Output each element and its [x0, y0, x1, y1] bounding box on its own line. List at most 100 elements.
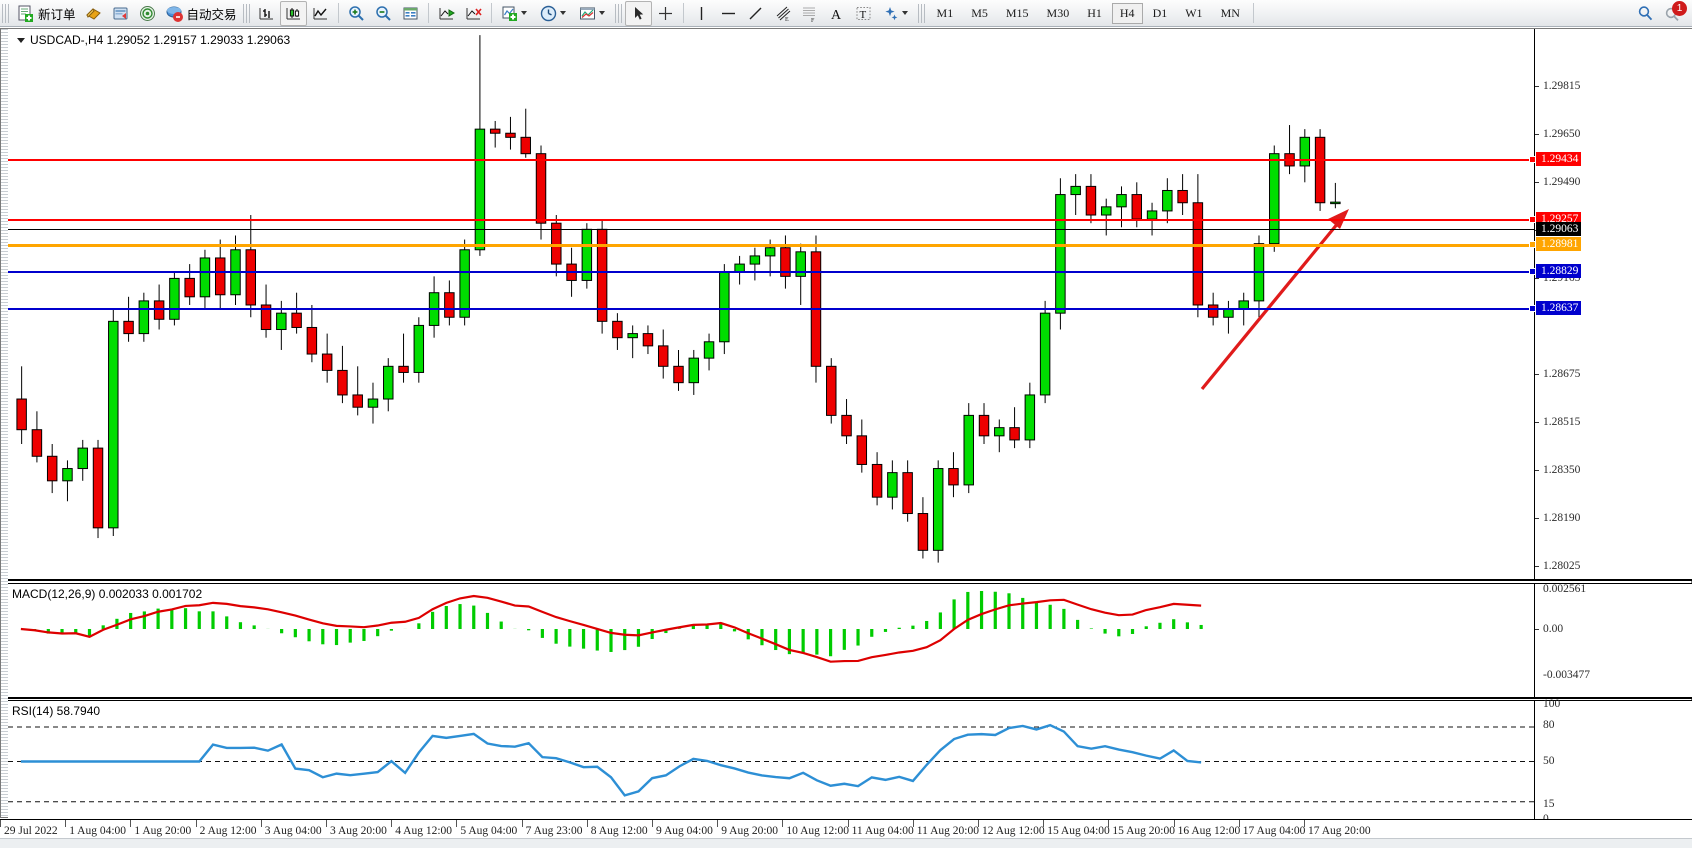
period-caret-icon[interactable] [559, 11, 566, 15]
price-label-support-1[interactable]: 1.28829 [1536, 264, 1582, 278]
data-window-button[interactable] [397, 1, 424, 26]
trendline-button[interactable] [742, 1, 769, 26]
line-chart-button[interactable] [307, 1, 334, 26]
terminal-button[interactable] [107, 1, 134, 26]
toolbar-grip-2[interactable] [242, 3, 250, 23]
crosshair-button[interactable] [652, 1, 679, 26]
time-tick [521, 820, 523, 827]
price-pane[interactable]: USDCAD-,H4 1.29052 1.29157 1.29033 1.290… [8, 29, 1692, 812]
timeframe-mn[interactable]: MN [1220, 5, 1240, 20]
vertical-line-button[interactable] [688, 1, 715, 26]
add-indicator-icon [500, 4, 519, 23]
new-order-button[interactable]: 新订单 [12, 1, 80, 26]
level-handle-resistance-2[interactable] [1529, 156, 1536, 163]
candlestick-chart-icon [284, 4, 303, 23]
level-handle-resistance-1[interactable] [1529, 216, 1536, 223]
level-line-support-1[interactable] [8, 271, 1534, 273]
text-label-icon: T [854, 4, 873, 23]
indicators-button[interactable] [80, 1, 107, 26]
zoom-out-icon [374, 4, 393, 23]
templates-button[interactable] [574, 1, 613, 26]
chart-symbol-text: USDCAD-,H4 1.29052 1.29157 1.29033 1.290… [30, 33, 291, 47]
macd-title: MACD(12,26,9) 0.002033 0.001702 [12, 587, 203, 601]
time-tick [1108, 820, 1110, 827]
objects-button[interactable] [877, 1, 916, 26]
macd-plot [20, 591, 1203, 663]
objects-icon [881, 4, 900, 23]
timeframe-h4[interactable]: H4 [1111, 2, 1143, 24]
timeframe-m1[interactable]: M1 [936, 5, 954, 20]
candlestick-chart-button[interactable] [279, 0, 307, 26]
macd-pane[interactable]: MACD(12,26,9) 0.002033 0.001702 0.002561… [8, 583, 1692, 699]
search-button[interactable] [1632, 1, 1659, 26]
toolbar-grip-4[interactable] [917, 3, 925, 23]
price-label-support-2[interactable]: 1.28637 [1536, 301, 1582, 315]
level-line-resistance-2[interactable] [8, 159, 1534, 161]
level-line-resistance-1[interactable] [8, 219, 1534, 221]
alert-badge: 1 [1672, 0, 1687, 16]
time-label: 5 Aug 04:00 [460, 825, 518, 837]
zoom-in-button[interactable] [343, 1, 370, 26]
timeframe-m30[interactable]: M30 [1046, 5, 1070, 20]
svg-text:E: E [785, 17, 789, 23]
text-label-button[interactable]: T [850, 1, 877, 26]
fibonacci-icon: F [800, 4, 819, 23]
bar-chart-button[interactable] [253, 1, 280, 26]
auto-trading-label: 自动交易 [186, 6, 237, 22]
objects-caret-icon[interactable] [901, 11, 908, 15]
text-icon: A [827, 4, 846, 23]
timeframe-h1[interactable]: H1 [1087, 5, 1102, 20]
vertical-line-icon [692, 4, 711, 23]
chart-left-grip[interactable] [1, 29, 8, 817]
timeframe-w1[interactable]: W1 [1185, 5, 1203, 20]
chart-shift-button[interactable] [433, 1, 460, 26]
timeframe-m5[interactable]: M5 [971, 5, 988, 20]
toolbar-grip-3[interactable] [614, 3, 622, 23]
time-label: 11 Aug 20:00 [916, 825, 979, 837]
time-label: 9 Aug 20:00 [721, 825, 779, 837]
zoom-out-button[interactable] [370, 1, 397, 26]
horizontal-line-button[interactable] [715, 1, 742, 26]
svg-text:T: T [859, 9, 866, 21]
timeframe-d1[interactable]: D1 [1152, 5, 1168, 20]
auto-scroll-button[interactable] [460, 1, 487, 26]
time-tick [195, 820, 197, 827]
level-handle-support-1[interactable] [1529, 268, 1536, 275]
toolbar-separator-5 [1252, 3, 1254, 23]
templates-caret-icon[interactable] [598, 11, 605, 15]
period-button[interactable] [535, 1, 574, 26]
level-handle-support-2[interactable] [1529, 305, 1536, 312]
macd-scale[interactable]: 0.002561 0.00 -0.003477 [1534, 583, 1684, 697]
toolbar-grip-1[interactable] [2, 3, 9, 23]
search-icon [1636, 4, 1655, 23]
text-button[interactable]: A [823, 1, 850, 26]
price-scale[interactable]: 1.298151.296501.294901.293251.291651.286… [1534, 29, 1684, 812]
auto-trading-button[interactable]: 自动交易 [161, 1, 241, 26]
rsi-scale[interactable]: 1008050150 [1534, 698, 1684, 825]
add-indicator-caret-icon[interactable] [520, 11, 527, 15]
equidistant-channel-button[interactable]: E [769, 1, 796, 26]
level-handle-pivot[interactable] [1529, 241, 1536, 248]
market-watch-button[interactable] [134, 1, 161, 26]
time-tick [391, 820, 393, 827]
timeframe-m15[interactable]: M15 [1005, 5, 1029, 20]
time-tick [260, 820, 262, 827]
time-tick [65, 820, 67, 827]
level-line-pivot[interactable] [8, 244, 1534, 247]
svg-text:F: F [811, 18, 815, 23]
level-line-current-price[interactable] [8, 229, 1534, 230]
alerts-button[interactable]: 1 [1659, 0, 1687, 26]
chart-window[interactable]: USDCAD-,H4 1.29052 1.29157 1.29033 1.290… [0, 28, 1692, 825]
add-indicator-button[interactable] [496, 1, 535, 26]
price-label-pivot[interactable]: 1.28981 [1536, 237, 1582, 251]
price-label-current-price[interactable]: 1.29063 [1536, 222, 1582, 236]
rsi-tick: 15 [1543, 798, 1555, 810]
price-tick: 1.28025 [1535, 560, 1580, 572]
price-label-resistance-2[interactable]: 1.29434 [1536, 152, 1582, 166]
chart-dropdown-icon[interactable] [17, 38, 25, 44]
time-tick [782, 820, 784, 827]
fibonacci-button[interactable]: F [796, 1, 823, 26]
cursor-button[interactable] [624, 0, 652, 26]
rsi-pane[interactable]: RSI(14) 58.7940 1008050150 [8, 698, 1692, 825]
level-line-support-2[interactable] [8, 308, 1534, 310]
